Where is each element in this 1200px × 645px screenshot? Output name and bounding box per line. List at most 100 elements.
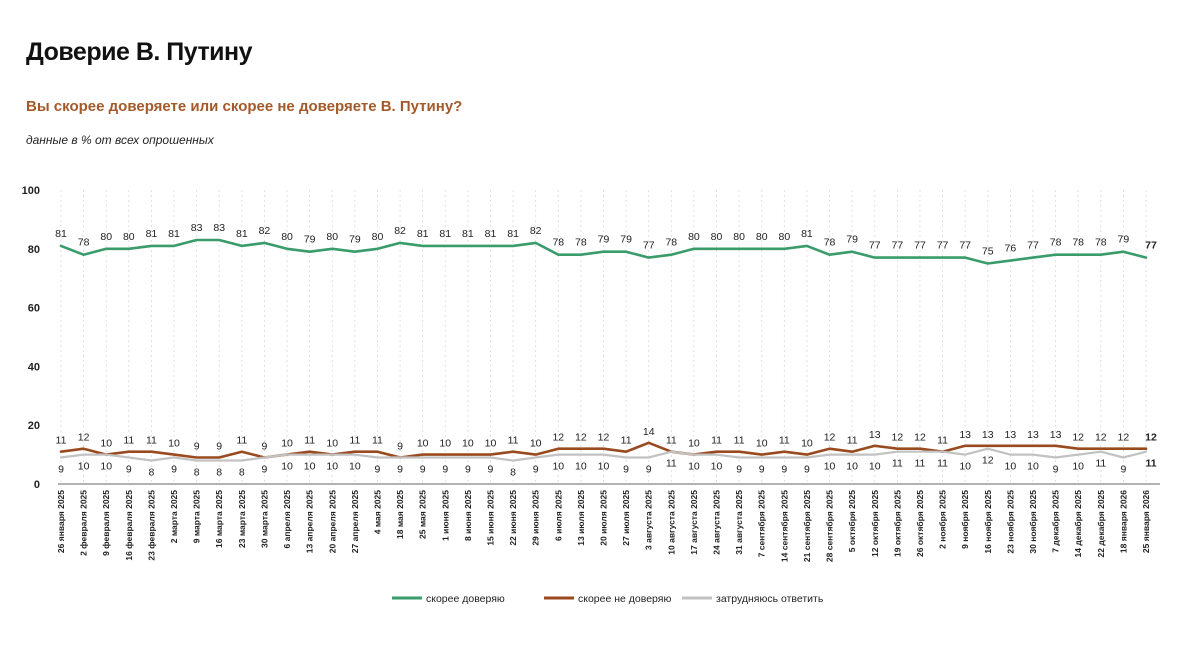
x-tick-label: 16 марта 2025 — [214, 490, 224, 548]
data-label: 9 — [216, 441, 222, 453]
axes: 0 20 40 60 80 100 26 января 2025 2 февраля 2025… — [22, 185, 1160, 562]
data-label: 78 — [665, 237, 677, 249]
data-label: 11 — [779, 435, 790, 447]
data-label: 11 — [56, 435, 67, 447]
data-label: 12 — [78, 432, 90, 444]
x-tick-label: 14 декабря 2025 — [1073, 490, 1083, 558]
data-label: 81 — [507, 228, 519, 240]
data-label: 10 — [304, 461, 316, 473]
y-tick-label: 40 — [28, 361, 40, 373]
data-label: 10 — [575, 461, 587, 473]
data-label: 11 — [146, 435, 157, 447]
data-label: 10 — [801, 438, 813, 450]
data-label: 9 — [375, 464, 381, 476]
data-label: 11 — [847, 435, 858, 447]
data-label: 9 — [1053, 464, 1059, 476]
data-label: 11 — [1095, 458, 1106, 470]
data-label: 11 — [508, 435, 519, 447]
data-label: 11 — [236, 435, 247, 447]
x-tick-label: 28 сентября 2025 — [825, 490, 835, 562]
data-label: 8 — [194, 466, 200, 478]
data-label: 12 — [892, 432, 904, 444]
x-tick-label: 27 апреля 2025 — [350, 490, 360, 553]
x-tick-label: 19 октября 2025 — [892, 490, 902, 557]
data-label: 9 — [1120, 464, 1126, 476]
data-label: 80 — [100, 231, 112, 243]
data-label: 10 — [1027, 461, 1039, 473]
x-tick-label: 30 марта 2025 — [259, 490, 269, 548]
data-label: 11 — [892, 458, 903, 470]
data-label: 10 — [869, 461, 881, 473]
series-line — [59, 447, 1148, 462]
x-tick-label: 7 сентября 2025 — [757, 490, 767, 558]
grid — [60, 190, 1147, 484]
data-label: 78 — [78, 237, 90, 249]
data-label: 81 — [236, 228, 248, 240]
data-label: 75 — [982, 246, 994, 258]
x-tick-label: 2 ноября 2025 — [938, 490, 948, 549]
data-label: 10 — [462, 438, 474, 450]
legend: скорее доверяю скорее не доверяю затрудняю… — [392, 593, 824, 605]
x-tick-label: 26 января 2025 — [56, 490, 66, 553]
data-label: 10 — [281, 461, 293, 473]
x-tick-label: 5 октября 2025 — [847, 490, 857, 552]
data-label: 81 — [55, 228, 67, 240]
x-tick-label: 15 июня 2025 — [485, 490, 495, 546]
data-label: 81 — [439, 228, 451, 240]
x-tick-label: 10 августа 2025 — [666, 490, 676, 555]
survey-question: Вы скорее доверяете или скорее не доверя… — [26, 98, 463, 115]
data-label: 12 — [1118, 432, 1130, 444]
x-tick-label: 1 июня 2025 — [440, 490, 450, 541]
x-tick-label: 17 августа 2025 — [689, 490, 699, 555]
data-label: 78 — [1095, 237, 1107, 249]
data-label: 9 — [804, 464, 810, 476]
data-label: 10 — [1005, 461, 1017, 473]
data-label: 80 — [372, 231, 384, 243]
data-label: 77 — [1145, 240, 1157, 252]
data-label: 9 — [736, 464, 742, 476]
data-label: 12 — [552, 432, 564, 444]
data-label: 10 — [824, 461, 836, 473]
y-tick-label: 0 — [34, 479, 40, 491]
x-tick-label: 6 июля 2025 — [553, 490, 563, 541]
data-label: 81 — [485, 228, 497, 240]
data-label: 10 — [326, 461, 338, 473]
series-lines — [59, 238, 1148, 462]
data-label: 8 — [148, 466, 154, 478]
data-label: 13 — [982, 429, 994, 441]
data-label: 9 — [488, 464, 494, 476]
data-label: 9 — [420, 464, 426, 476]
data-label: 8 — [510, 466, 516, 478]
data-label: 9 — [194, 441, 200, 453]
data-label: 12 — [982, 455, 994, 467]
data-label: 77 — [869, 240, 881, 252]
x-tick-label: 25 января 2026 — [1141, 490, 1151, 553]
data-label: 10 — [349, 461, 361, 473]
y-tick-label: 80 — [28, 244, 40, 256]
x-tick-label: 27 июля 2025 — [621, 490, 631, 546]
data-label: 9 — [126, 464, 132, 476]
data-label: 77 — [959, 240, 971, 252]
data-label: 10 — [417, 438, 429, 450]
data-label: 10 — [688, 461, 700, 473]
data-label: 77 — [1027, 240, 1039, 252]
data-labels: 81 11 9 78 12 10 80 10 10 80 11 9 81 11 8 81 10 9 83 9 8 83 9 8… — [55, 222, 1157, 479]
x-tick-label: 20 июля 2025 — [599, 490, 609, 546]
data-label: 80 — [756, 231, 768, 243]
x-tick-label: 2 марта 2025 — [169, 490, 179, 544]
data-label: 10 — [711, 461, 723, 473]
data-label: 10 — [598, 461, 610, 473]
data-label: 82 — [530, 225, 542, 237]
data-label: 80 — [688, 231, 700, 243]
data-label: 11 — [349, 435, 360, 447]
page-title: Доверие В. Путину — [26, 38, 253, 66]
data-label: 13 — [1050, 429, 1062, 441]
x-tick-label: 2 февраля 2025 — [79, 490, 89, 556]
data-label: 79 — [620, 234, 632, 246]
data-label: 79 — [304, 234, 316, 246]
data-label: 78 — [552, 237, 564, 249]
data-label: 81 — [462, 228, 474, 240]
data-label: 78 — [824, 237, 836, 249]
x-tick-label: 16 ноября 2025 — [983, 490, 993, 554]
x-tick-label: 3 августа 2025 — [644, 490, 654, 550]
